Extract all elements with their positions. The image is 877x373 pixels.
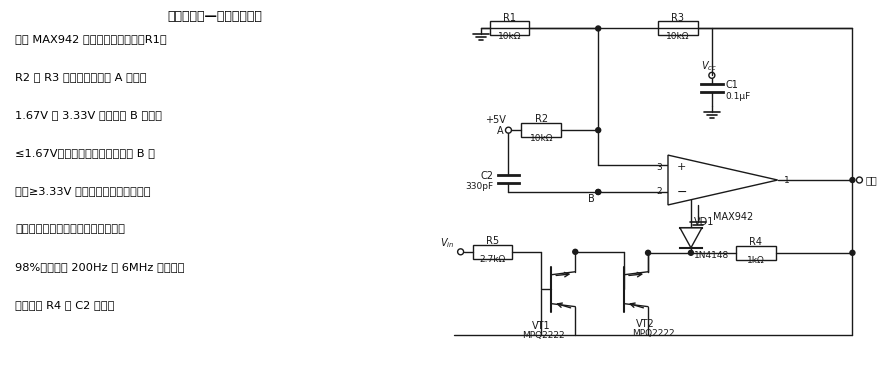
Circle shape (595, 189, 601, 194)
Text: +5V: +5V (485, 115, 505, 125)
Text: 3: 3 (656, 163, 662, 172)
Text: R4: R4 (749, 237, 762, 247)
Text: C1: C1 (726, 80, 738, 90)
Text: MPQ2222: MPQ2222 (632, 329, 674, 338)
Text: MAX942: MAX942 (713, 212, 753, 222)
Text: R5: R5 (486, 236, 499, 246)
Text: 宽频带电压—频率转换电路: 宽频带电压—频率转换电路 (167, 10, 262, 23)
Text: +: + (677, 162, 687, 172)
Text: A: A (497, 126, 503, 136)
Bar (522, 123, 561, 137)
Text: ≤1.67V时，电压比较器开通。当 B 点: ≤1.67V时，电压比较器开通。当 B 点 (15, 148, 155, 158)
Bar (489, 22, 530, 35)
Circle shape (595, 189, 601, 194)
Text: 98%，频率压 200Hz 到 6MHz 之间，可: 98%，频率压 200Hz 到 6MHz 之间，可 (15, 262, 184, 272)
Text: 10kΩ: 10kΩ (530, 134, 553, 142)
Text: −: − (677, 185, 688, 198)
Text: VD1: VD1 (694, 217, 714, 227)
Text: 易逻辑脉冲信号发生器，线性度可达: 易逻辑脉冲信号发生器，线性度可达 (15, 224, 125, 234)
Text: R2: R2 (535, 114, 548, 124)
Circle shape (595, 128, 601, 133)
Text: 10kΩ: 10kΩ (498, 32, 521, 41)
Polygon shape (680, 228, 702, 248)
Text: 输出: 输出 (866, 175, 877, 185)
Text: C2: C2 (481, 171, 494, 181)
Text: 2.7kΩ: 2.7kΩ (480, 255, 506, 264)
Text: 图中 MAX942 为高速电压比较器。R1、: 图中 MAX942 为高速电压比较器。R1、 (15, 34, 167, 44)
Text: 1.67V 至 3.33V 之间，当 B 点电位: 1.67V 至 3.33V 之间，当 B 点电位 (15, 110, 162, 120)
Text: R3: R3 (672, 13, 684, 22)
Bar (658, 22, 698, 35)
Bar (473, 245, 512, 259)
Circle shape (688, 250, 694, 255)
Text: 10kΩ: 10kΩ (667, 32, 689, 41)
Circle shape (850, 178, 855, 182)
Text: 1: 1 (784, 176, 789, 185)
Text: R2 和 R3 使输出点维持在 A 点电位: R2 和 R3 使输出点维持在 A 点电位 (15, 72, 146, 82)
Text: $V_{cc}$: $V_{cc}$ (701, 59, 717, 73)
Circle shape (850, 250, 855, 255)
Text: VT1: VT1 (532, 320, 551, 330)
Bar (736, 246, 775, 260)
Circle shape (573, 249, 578, 254)
Circle shape (595, 26, 601, 31)
Text: R1: R1 (503, 13, 516, 22)
Text: 电位≥3.33V 时复位。此电路可作为简: 电位≥3.33V 时复位。此电路可作为简 (15, 186, 151, 196)
Text: MPQ2222: MPQ2222 (522, 331, 565, 340)
Text: 通过调节 R4 和 C2 确定。: 通过调节 R4 和 C2 确定。 (15, 300, 115, 310)
Text: 1kΩ: 1kΩ (747, 256, 765, 265)
Text: VT2: VT2 (636, 319, 655, 329)
Text: 330pF: 330pF (466, 182, 494, 191)
Text: 1N4148: 1N4148 (694, 251, 729, 260)
Text: 0.1μF: 0.1μF (726, 92, 751, 101)
Text: $V_{in}$: $V_{in}$ (440, 236, 454, 250)
Circle shape (645, 250, 651, 255)
Text: 2: 2 (656, 188, 662, 197)
Text: B: B (588, 194, 595, 204)
Polygon shape (668, 155, 778, 205)
